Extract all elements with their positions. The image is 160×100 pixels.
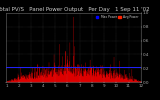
Legend: Max Power, Avg Power: Max Power, Avg Power bbox=[95, 14, 139, 20]
Title: Total PV/S   Panel Power Output   Per Day   1 Sep 11 '02: Total PV/S Panel Power Output Per Day 1 … bbox=[0, 7, 150, 12]
